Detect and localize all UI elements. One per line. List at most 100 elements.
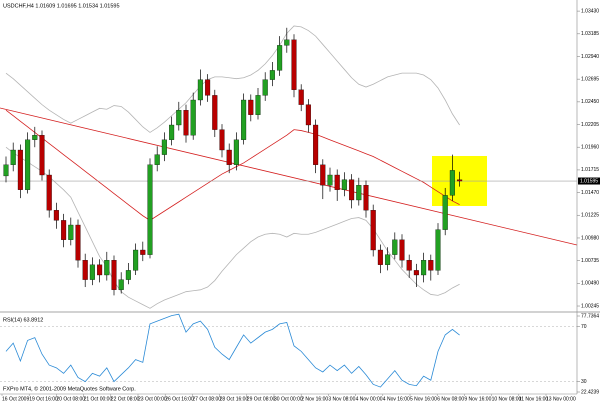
chart-header: USDCHF,H4 1.01609 1.01695 1.01534 1.0159…: [3, 3, 120, 9]
candle-body: [205, 79, 211, 96]
y-tick-label: 1.02205: [581, 122, 599, 128]
candle-body: [248, 99, 254, 115]
candle-body: [341, 179, 347, 190]
candle-body: [305, 104, 311, 126]
candle-body: [212, 95, 218, 130]
y-tick-label: 1.03430: [581, 8, 599, 14]
candle-body: [133, 249, 139, 271]
candle-body: [377, 249, 383, 265]
x-tick-label: 23 Oct 00:00: [138, 396, 167, 402]
y-tick-label: 1.03185: [581, 31, 599, 37]
indicator-line: [5, 146, 460, 309]
candle-body: [399, 239, 405, 261]
candle-body: [449, 170, 455, 196]
x-tick-label: 28 Oct 16:00: [220, 396, 249, 402]
y-tick-label: 77.7364: [581, 313, 599, 319]
y-tick-label: 1.02450: [581, 99, 599, 105]
x-tick-label: 10 Nov 08:00: [492, 396, 522, 402]
y-tick-label: 30: [581, 379, 587, 385]
candle-body: [125, 270, 131, 280]
x-tick-label: 13 Nov 00:00: [546, 396, 576, 402]
candle-body: [82, 260, 88, 280]
x-tick-label: 5 Nov 16:00: [410, 396, 437, 402]
candle-body: [53, 210, 59, 221]
candle-body: [291, 39, 297, 90]
candle-body: [233, 139, 239, 165]
candle-body: [457, 179, 463, 182]
x-tick-label: 6 Nov 08:00: [437, 396, 464, 402]
candle-body: [406, 260, 412, 271]
x-tick-label: 4 Nov 16:00: [383, 396, 410, 402]
x-tick-label: 16 Oct 2009: [2, 396, 29, 402]
candle-body: [104, 260, 110, 276]
y-tick-label: 1.00980: [581, 235, 599, 241]
candle-body: [442, 195, 448, 230]
y-tick-label: 1.01960: [581, 145, 599, 151]
candle-body: [10, 149, 16, 165]
candle-body: [219, 129, 225, 151]
candle-body: [327, 174, 333, 186]
candle-body: [68, 224, 74, 240]
candle-body: [97, 264, 103, 276]
x-tick-label: 4 Nov 00:00: [356, 396, 383, 402]
candle-body: [176, 110, 182, 126]
y-tick-label: 1.02695: [581, 76, 599, 82]
candle-body: [370, 210, 376, 251]
candle-body: [154, 154, 160, 165]
candle-body: [147, 164, 153, 255]
candle-body: [140, 249, 146, 255]
y-tick-label: 1.01715: [581, 167, 599, 173]
candle-body: [349, 179, 355, 201]
candle-body: [61, 220, 67, 240]
candle-body: [75, 224, 81, 261]
candle-body: [118, 279, 124, 290]
candle-body: [255, 95, 261, 115]
candle-body: [284, 39, 290, 46]
candle-body: [226, 149, 232, 165]
candle-body: [190, 99, 196, 136]
candle-body: [435, 229, 441, 271]
x-tick-label: 19 Oct 16:00: [29, 396, 58, 402]
candle-body: [413, 270, 419, 276]
candle-body: [17, 149, 23, 190]
candle-body: [183, 110, 189, 136]
x-tick-label: 20 Oct 08:00: [56, 396, 85, 402]
candle-body: [363, 185, 369, 211]
candle-body: [3, 164, 9, 177]
candle-body: [421, 260, 427, 276]
candle-body: [32, 135, 38, 140]
x-tick-label: 2 Nov 16:00: [301, 396, 328, 402]
candle-body: [356, 185, 362, 201]
rsi-line: [5, 313, 460, 388]
candle-body: [262, 79, 268, 96]
trendline: [0, 107, 578, 246]
y-tick-label: 22.4239: [581, 389, 599, 395]
candle-body: [385, 254, 391, 265]
candle-body: [334, 174, 340, 190]
candle-body: [298, 89, 304, 105]
candle-body: [111, 260, 117, 290]
x-tick-label: 30 Oct 00:00: [274, 396, 303, 402]
x-tick-label: 11 Nov 16:00: [519, 396, 549, 402]
x-tick-label: 29 Oct 08:00: [247, 396, 276, 402]
y-tick-label: 1.00245: [581, 303, 599, 309]
y-tick-label: 1.00490: [581, 281, 599, 287]
y-tick-label: 1.02940: [581, 54, 599, 60]
indicator-line: [5, 109, 460, 221]
candle-body: [392, 239, 398, 255]
current-price-label: 1.01595: [580, 178, 598, 184]
x-tick-label: 9 Nov 16:00: [464, 396, 491, 402]
candle-body: [46, 174, 52, 211]
candle-body: [313, 124, 319, 165]
candle-body: [39, 135, 45, 176]
candle-body: [25, 139, 31, 190]
current-price-box: [578, 177, 600, 185]
candle-body: [320, 164, 326, 186]
x-tick-label: 21 Oct 00:00: [84, 396, 113, 402]
y-tick-label: 1.01225: [581, 213, 599, 219]
candle-body: [269, 70, 275, 80]
candle-body: [241, 99, 247, 140]
x-tick-label: 27 Oct 08:00: [192, 396, 221, 402]
